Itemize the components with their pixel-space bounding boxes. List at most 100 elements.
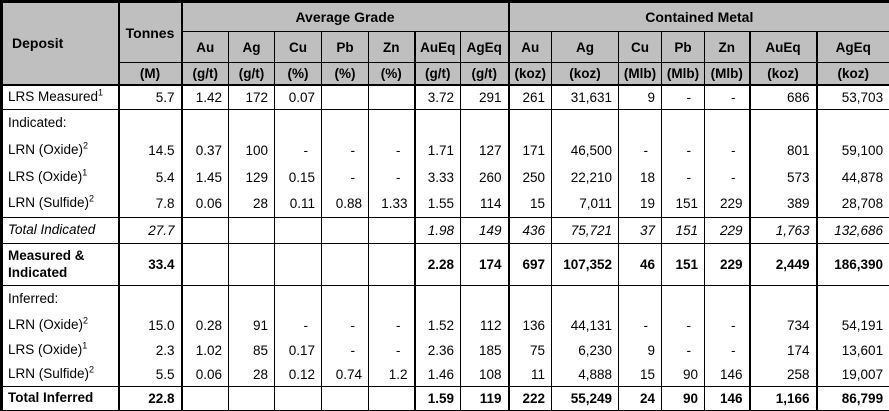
cell-metal-au: 250 [507,163,552,191]
cell-metal-zn: 229 [704,190,750,218]
cell-grade-ag: 172 [228,84,275,110]
cell-metal-pb: - [661,338,705,363]
cell-metal-au: 697 [507,243,552,286]
cell-metal-ag: 46,500 [551,136,619,164]
cell-deposit: Total Inferred [2,387,119,411]
unit-metal-cu: (Mlb) [618,62,662,86]
cell-grade-cu [274,109,322,137]
cell-metal-pb [661,285,705,313]
cell-grade-cu [274,285,322,313]
deposit-label: LRS (Oxide) [8,342,83,358]
col-header-grade-zn: Zn [368,31,415,63]
cell-deposit: Total Indicated [1,217,119,244]
cell-grade-zn: - [368,338,415,363]
header-group-row: Deposit Tonnes Average Grade Contained M… [1,1,889,86]
footnote-marker: 2 [89,364,95,375]
table-row: LRS (Oxide)1 5.4 1.45 129 0.15- -3.33 260 250 22… [2,163,889,191]
unit-grade-zn: (%) [368,62,415,86]
contained-metal-group-header: Contained Metal [507,1,889,32]
cell-metal-ag [551,109,619,137]
cell-grade-au: 0.37 [180,136,229,164]
cell-metal-aueq: 573 [748,163,817,191]
cell-grade-zn [368,243,415,286]
cell-metal-cu [618,109,662,137]
cell-grade-aueq: 3.72 [413,84,461,110]
cell-deposit: LRN (Oxide)2 [2,313,119,339]
cell-tonnes: 27.7 [117,217,182,244]
cell-metal-pb: - [661,312,705,339]
cell-grade-au [180,285,229,313]
col-header-metal-pb: Pb [661,31,705,63]
deposit-label: Total Indicated [8,222,96,238]
table-row: LRN (Oxide)2 15.0 0.28 91- - -1.52 112 136 44,13… [2,312,889,339]
cell-grade-aueq: 3.33 [413,163,461,191]
cell-grade-ag: 100 [228,136,275,164]
cell-grade-au [180,217,229,244]
cell-grade-zn: - [368,312,415,339]
cell-grade-pb: 0.74 [321,362,369,387]
deposit-label: Measured & Indicated [8,247,85,280]
footnote-marker: 1 [82,167,88,178]
cell-metal-ag: 75,721 [551,217,619,244]
cell-grade-ageq: 114 [459,190,509,218]
unit-metal-ag: (koz) [551,62,619,86]
cell-grade-ag [228,217,275,244]
header-metal-row: Au Ag Cu Pb Zn AuEq AgEq Au Ag Cu Pb Zn AuEq AgEq [2,31,889,63]
unit-metal-au: (koz) [507,62,552,86]
col-header-metal-aueq: AuEq [748,31,817,63]
cell-tonnes [117,285,182,313]
cell-grade-ageq: 260 [459,163,509,191]
cell-grade-ageq: 185 [459,338,509,363]
cell-metal-aueq: 1,763 [748,217,817,244]
table-row: Inferred: [2,285,889,313]
cell-metal-cu: - [618,312,662,339]
cell-deposit: LRN (Sulfide)2 [1,190,119,218]
table-row: LRS (Oxide)1 2.3 1.02 85 0.17- -2.36 185 75 6,23… [2,338,889,363]
cell-grade-aueq: 1.59 [413,386,461,411]
col-header-grade-pb: Pb [321,31,369,63]
cell-grade-pb: - [321,163,369,191]
cell-grade-zn: - [368,136,415,164]
cell-grade-ageq: 291 [459,84,509,110]
cell-grade-ageq [459,285,509,313]
cell-metal-zn: - [704,163,750,191]
cell-grade-zn: 1.33 [368,190,415,218]
col-header-grade-aueq: AuEq [413,31,461,63]
col-header-metal-ageq: AgEq [815,31,889,63]
deposit-label: Inferred: [8,290,59,306]
cell-metal-cu: - [618,136,662,164]
cell-grade-cu [274,386,322,411]
cell-tonnes: 15.0 [117,312,182,339]
unit-metal-pb: (Mlb) [661,62,705,86]
cell-deposit: Measured & Indicated [1,243,119,286]
cell-tonnes: 22.8 [117,386,182,411]
cell-metal-pb: - [661,136,705,164]
cell-metal-ag: 55,249 [551,386,619,411]
cell-metal-aueq [748,109,817,137]
cell-metal-zn [704,285,750,313]
cell-metal-pb: 151 [661,217,705,244]
cell-grade-aueq [413,109,461,137]
cell-metal-aueq: 686 [748,84,817,110]
cell-grade-cu: 0.07 [274,84,322,110]
cell-metal-zn: - [704,338,750,363]
cell-tonnes: 5.4 [117,163,182,191]
cell-metal-au: 75 [507,338,552,363]
footnote-marker: 1 [82,340,88,351]
unit-grade-cu: (%) [274,62,322,86]
cell-grade-pb [321,243,369,286]
cell-metal-cu: 46 [618,243,662,286]
cell-metal-cu: 24 [618,386,662,411]
cell-metal-au: 171 [507,136,552,164]
cell-grade-cu: - [274,312,322,339]
cell-grade-au: 0.06 [180,362,229,387]
tonnes-column-header: Tonnes [117,1,182,63]
cell-metal-cu: 9 [618,84,662,110]
cell-deposit: LRS (Oxide)1 [2,164,119,191]
cell-metal-ag: 7,011 [551,190,619,218]
cell-metal-zn: - [704,136,750,164]
cell-metal-zn: - [704,84,750,110]
cell-metal-pb: 151 [661,243,705,286]
cell-grade-ag [228,243,275,286]
cell-metal-au: 136 [507,312,552,339]
